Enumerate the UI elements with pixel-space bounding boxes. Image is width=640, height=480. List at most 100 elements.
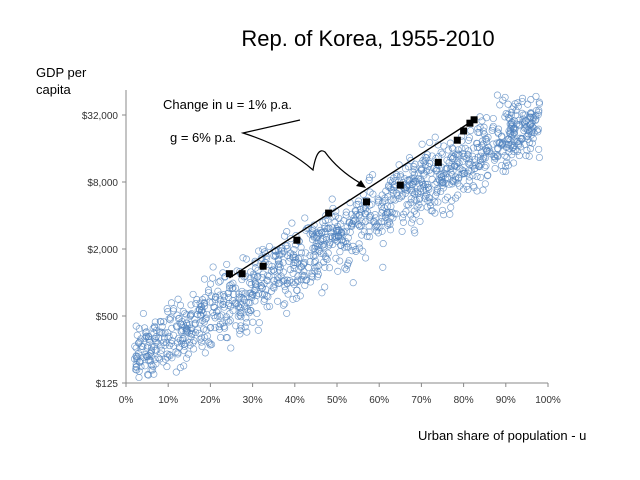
background-point [213,312,222,320]
background-point [388,178,396,186]
background-point [192,300,200,308]
background-point [203,310,211,318]
background-point [263,303,271,311]
background-point [434,198,442,206]
background-point [469,182,477,190]
background-point [144,335,153,343]
background-point [369,190,377,198]
background-point [477,173,485,181]
background-point [501,113,509,121]
background-point [470,183,478,191]
background-point [448,180,456,188]
background-point [528,127,536,135]
background-point [460,152,468,160]
background-point [407,219,415,227]
background-point [201,349,209,357]
background-point [448,170,456,179]
background-point [166,314,175,322]
background-point [249,318,257,326]
background-point [231,284,240,292]
background-point [137,335,145,343]
background-point [159,358,167,366]
background-point [366,216,374,224]
background-point [140,353,148,361]
background-point [194,307,202,315]
background-point [412,177,420,185]
background-point [505,148,513,156]
background-point [176,319,184,327]
background-point [407,195,415,203]
background-point [374,198,382,206]
background-point [147,348,155,356]
korea-series-layer [225,116,478,279]
x-axis-label: Urban share of population - u [418,428,587,443]
background-point [141,324,149,332]
background-point [349,279,357,287]
background-point [282,242,290,250]
background-point [265,242,273,251]
background-point [201,293,209,302]
background-point [418,140,426,148]
background-point [379,240,387,248]
background-point [319,236,327,244]
background-point [144,342,152,350]
background-point [443,193,452,201]
korea-data-point [325,209,333,217]
background-point [165,315,173,323]
background-point [297,263,305,271]
background-point [187,310,196,318]
background-point [473,173,481,181]
background-point [381,194,389,202]
background-point [535,108,543,116]
background-point [232,322,240,330]
background-point [170,331,178,339]
background-point [191,320,199,328]
background-point [399,218,407,226]
background-point [523,146,531,154]
background-point [247,268,255,276]
background-point [359,247,367,255]
background-point [382,211,390,219]
background-point [255,247,263,255]
background-point [223,316,231,324]
annotation-arrow-curve [240,119,361,184]
background-point [283,276,291,284]
background-point [198,306,206,314]
background-point [337,241,345,249]
background-point [390,174,398,182]
background-point [190,345,198,353]
background-point [366,212,374,220]
background-point [476,123,484,131]
background-point [535,106,543,114]
background-point [309,230,317,238]
background-point [510,159,518,167]
background-point [200,302,209,310]
background-point [328,224,336,232]
background-point [425,194,433,202]
background-point [506,125,514,133]
background-point [194,326,202,334]
background-point [197,338,205,346]
background-point [286,276,294,285]
background-point [250,274,258,282]
background-point [184,350,192,358]
background-point [152,326,160,335]
background-point [484,171,492,179]
background-point [328,195,336,203]
background-point [352,246,360,254]
background-point [245,299,253,307]
background-point [309,252,317,260]
x-tick-label: 80% [454,395,474,406]
background-point [467,127,475,135]
background-point [521,124,529,132]
background-point [363,232,371,240]
background-point [310,244,318,252]
background-point [526,145,535,153]
background-point [426,138,434,147]
background-point [481,180,489,188]
background-point [219,319,227,327]
background-point [410,175,418,183]
background-point [209,263,217,271]
background-point [381,213,390,221]
korea-data-point [453,136,461,144]
